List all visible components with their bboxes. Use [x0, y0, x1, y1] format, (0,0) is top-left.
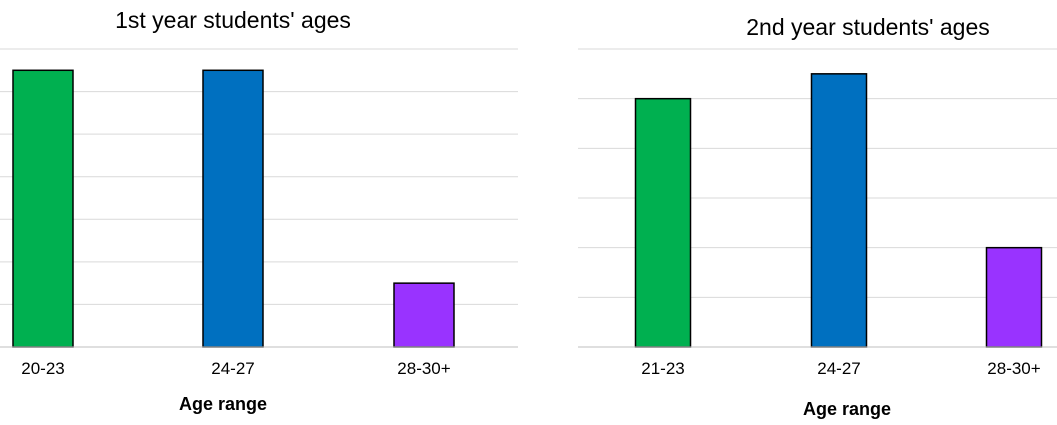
chart-2nd-year-svg: 21-23 24-27 28-30+ 2nd year students' ages…	[578, 14, 1057, 419]
chart-2nd-year: 21-23 24-27 28-30+ 2nd year students' ages…	[575, 0, 1057, 425]
bar-28-30+	[985, 246, 1043, 348]
x-tick-label: 20-23	[21, 359, 64, 378]
x-tick-label: 21-23	[641, 359, 684, 378]
x-axis-label: Age range	[803, 399, 891, 419]
bar-28-30+	[393, 282, 455, 348]
x-axis-label: Age range	[179, 394, 267, 414]
x-tick-label: 28-30+	[987, 359, 1040, 378]
x-tick-label: 24-27	[817, 359, 860, 378]
chart-1st-year: 20-23 24-27 28-30+ 1st year students' ages…	[0, 7, 518, 414]
chart-title: 1st year students' ages	[115, 7, 351, 33]
bar-24-27	[810, 73, 868, 348]
bar-24-27	[202, 69, 264, 348]
x-tick-label: 28-30+	[397, 359, 450, 378]
x-tick-label: 24-27	[211, 359, 254, 378]
bar-21-23	[634, 97, 692, 348]
bar-20-23	[12, 69, 74, 348]
chart-1st-year-svg: 20-23 24-27 28-30+ 1st year students' ages…	[0, 7, 518, 414]
chart-title: 2nd year students' ages	[746, 14, 990, 40]
